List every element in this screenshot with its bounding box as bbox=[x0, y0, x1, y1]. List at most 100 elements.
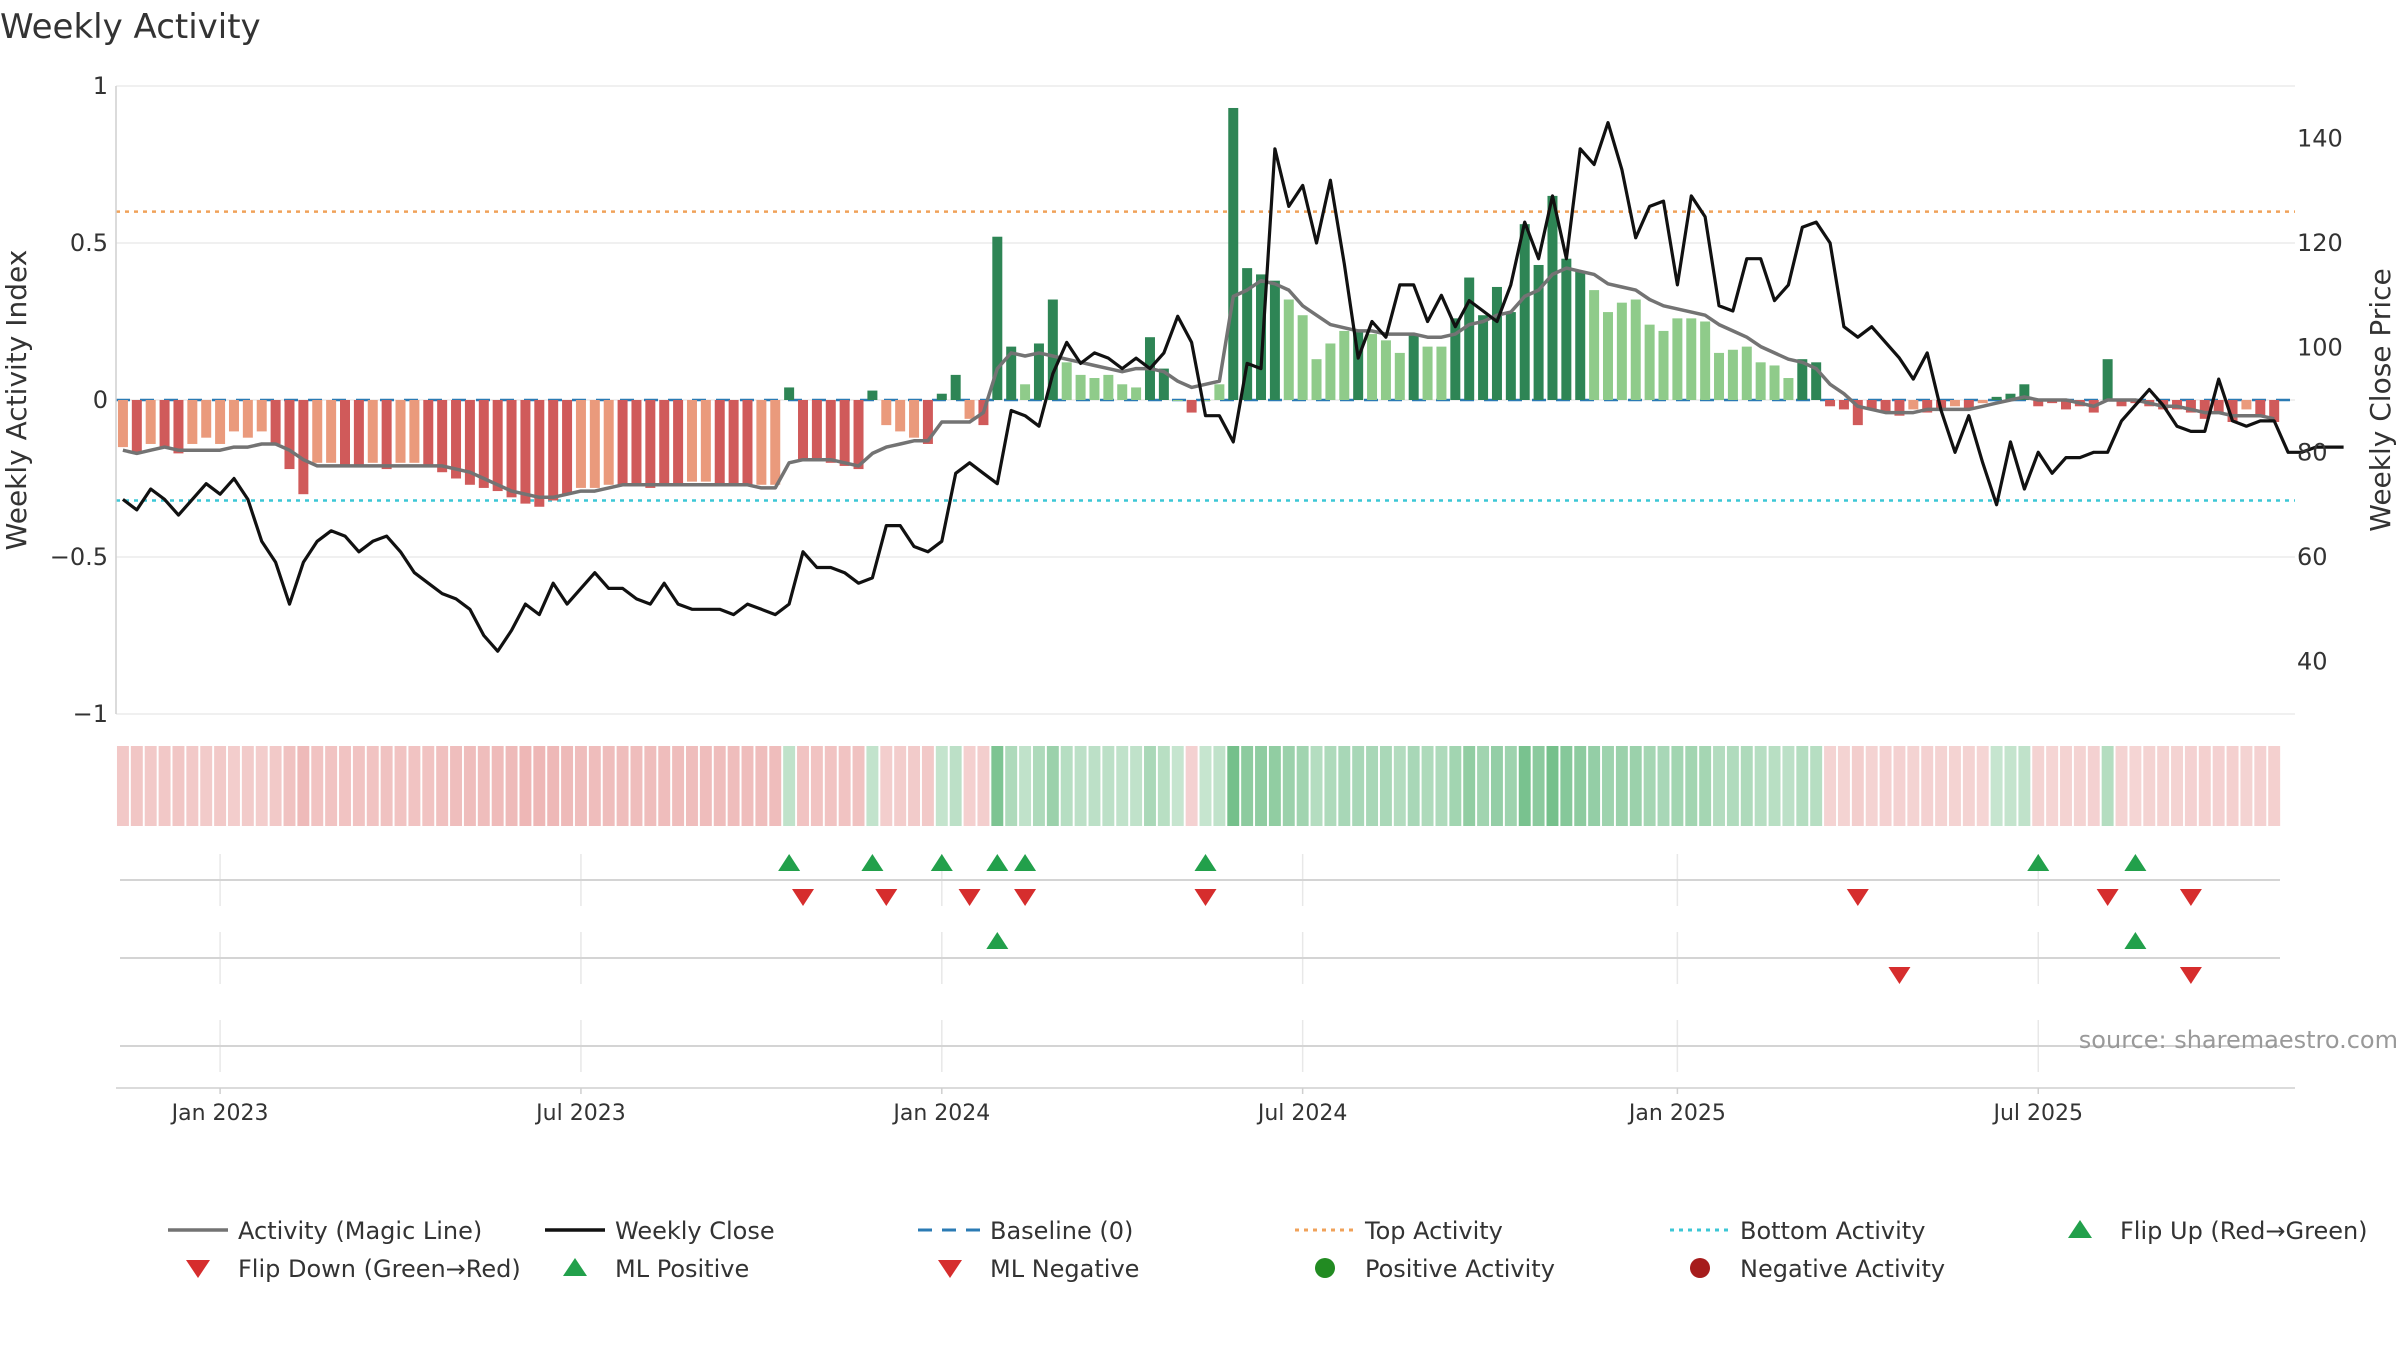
activity-bar bbox=[1894, 400, 1905, 416]
activity-bar bbox=[881, 400, 892, 426]
activity-bar bbox=[326, 400, 337, 463]
activity-bar bbox=[1602, 312, 1613, 400]
x-tick-label: Jan 2024 bbox=[891, 1101, 990, 1126]
heat-cell bbox=[908, 746, 921, 826]
down-marker-icon bbox=[2179, 889, 2202, 906]
x-tick-label: Jul 2025 bbox=[1991, 1101, 2083, 1126]
heat-cell bbox=[1935, 746, 1948, 826]
heat-cell bbox=[1185, 746, 1198, 826]
heat-cell bbox=[1463, 746, 1476, 826]
heat-cell bbox=[2087, 746, 2100, 826]
activity-bar bbox=[1242, 268, 1253, 400]
heat-cell bbox=[1990, 746, 2003, 826]
activity-bar bbox=[340, 400, 350, 466]
legend-item: ML Negative bbox=[938, 1255, 1139, 1283]
activity-bar bbox=[1228, 107, 1239, 400]
heat-cell bbox=[852, 746, 865, 826]
heat-cell bbox=[228, 746, 240, 826]
legend-label: Baseline (0) bbox=[990, 1217, 1133, 1245]
heat-cell bbox=[1588, 746, 1601, 826]
y-tick-label-right: 140 bbox=[2297, 124, 2343, 152]
legend-circle-icon bbox=[1690, 1258, 1710, 1278]
activity-bar bbox=[1700, 321, 1711, 400]
activity-bar bbox=[2241, 400, 2252, 410]
legend-label: Flip Down (Green→Red) bbox=[238, 1255, 521, 1283]
heat-cell bbox=[1893, 746, 1906, 826]
y-tick-label-left: 1 bbox=[93, 72, 108, 100]
source-note: source: sharemaestro.com bbox=[2079, 1026, 2398, 1054]
activity-bar bbox=[839, 400, 850, 466]
activity-bar bbox=[270, 400, 281, 444]
heat-cell bbox=[1130, 746, 1143, 826]
activity-bar bbox=[1117, 384, 1128, 400]
heat-cell bbox=[1851, 746, 1864, 826]
activity-bar bbox=[131, 400, 142, 454]
up-marker-icon bbox=[2027, 854, 2050, 871]
heat-cell bbox=[1754, 746, 1767, 826]
heat-cell bbox=[2115, 746, 2128, 826]
activity-bar bbox=[1325, 343, 1336, 400]
activity-bar bbox=[1672, 318, 1683, 400]
x-tick-label: Jan 2025 bbox=[1627, 1101, 1726, 1126]
heat-cell bbox=[311, 746, 324, 826]
activity-bar bbox=[1838, 400, 1849, 410]
legend-label: ML Negative bbox=[990, 1255, 1139, 1283]
activity-bar bbox=[1727, 349, 1738, 400]
heat-cell bbox=[644, 746, 657, 826]
heat-cell bbox=[741, 746, 754, 826]
heat-cell bbox=[172, 746, 185, 826]
activity-bar bbox=[2227, 400, 2238, 422]
heat-cell bbox=[1518, 746, 1531, 826]
heat-cell bbox=[1726, 746, 1739, 826]
y-axis-label-left: Weekly Activity Index bbox=[0, 250, 33, 551]
heat-cell bbox=[2212, 746, 2225, 826]
heat-cell bbox=[214, 746, 227, 826]
heat-cell bbox=[1019, 746, 1032, 826]
heat-cell bbox=[436, 746, 449, 826]
heat-cell bbox=[616, 746, 629, 826]
activity-bar bbox=[798, 400, 809, 460]
heat-cell bbox=[1768, 746, 1781, 826]
activity-bar bbox=[1422, 346, 1433, 400]
activity-bar bbox=[1020, 384, 1031, 400]
heat-cell bbox=[713, 746, 726, 826]
activity-bar bbox=[1644, 324, 1655, 400]
legend-label: Negative Activity bbox=[1740, 1255, 1945, 1283]
heat-cell bbox=[1976, 746, 1989, 826]
heat-cell bbox=[325, 746, 338, 826]
signal-panels bbox=[120, 854, 2280, 1072]
y-tick-label-left: 0.5 bbox=[70, 229, 108, 257]
activity-bar bbox=[2005, 393, 2016, 400]
heat-cell bbox=[949, 746, 962, 826]
down-marker-icon bbox=[958, 889, 981, 906]
activity-bar bbox=[1991, 396, 2002, 400]
legend-label: Positive Activity bbox=[1365, 1255, 1555, 1283]
activity-bar bbox=[173, 400, 184, 454]
heat-cell bbox=[408, 746, 421, 826]
legend-item: Weekly Close bbox=[545, 1217, 775, 1245]
series-lines bbox=[121, 120, 2344, 653]
heat-cell bbox=[1268, 746, 1281, 826]
activity-bar bbox=[895, 400, 906, 432]
down-marker-icon bbox=[2096, 889, 2119, 906]
heat-cell bbox=[1241, 746, 1254, 826]
activity-bar bbox=[867, 390, 878, 400]
activity-bar bbox=[478, 400, 489, 488]
heat-cell bbox=[1435, 746, 1448, 826]
activity-bar bbox=[603, 400, 614, 485]
activity-bar bbox=[1491, 286, 1502, 400]
legend-label: ML Positive bbox=[615, 1255, 749, 1283]
activity-bar bbox=[1616, 302, 1627, 400]
activity-bar bbox=[1089, 378, 1100, 400]
heat-cell bbox=[200, 746, 213, 826]
heat-cell bbox=[2143, 746, 2156, 826]
heat-cell bbox=[699, 746, 712, 826]
activity-bar bbox=[145, 400, 156, 444]
activity-bar bbox=[2061, 400, 2071, 410]
heat-cell bbox=[1699, 746, 1712, 826]
heat-cell bbox=[727, 746, 740, 826]
activity-bar bbox=[1186, 400, 1197, 413]
down-marker-icon bbox=[1194, 889, 1217, 906]
activity-bar bbox=[1339, 330, 1350, 400]
activity-bar bbox=[298, 400, 309, 495]
